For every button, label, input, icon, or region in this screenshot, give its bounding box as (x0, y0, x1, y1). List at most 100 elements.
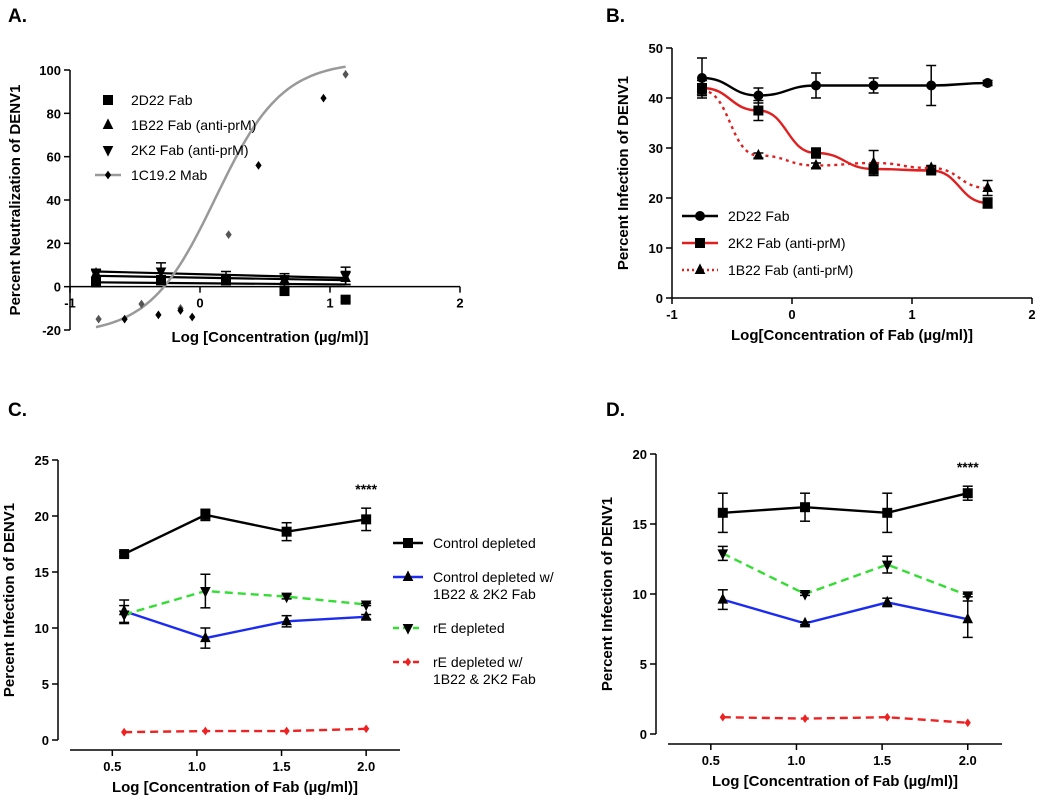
x-tick-label: 0 (788, 307, 795, 322)
data-point (881, 560, 893, 572)
data-point (360, 600, 372, 612)
data-point (800, 502, 811, 513)
data-point (121, 314, 128, 324)
series-line (701, 76, 988, 97)
legend-label: 1B22 Fab (anti-prM) (131, 117, 256, 133)
panel-label: C. (8, 400, 27, 421)
legend-marker (102, 146, 114, 157)
fab-fit-line (95, 281, 346, 286)
y-tick-label: 10 (649, 241, 663, 256)
series-line (701, 86, 988, 205)
data-point (799, 590, 811, 601)
data-point (811, 80, 821, 91)
y-tick-label: 20 (47, 236, 61, 251)
y-axis-title: Percent Infection of DENV1 (599, 497, 616, 691)
series-line (123, 513, 367, 556)
y-tick-label: -20 (42, 323, 61, 338)
data-point (926, 80, 937, 91)
legend-marker (402, 570, 414, 581)
legend-label: 1B22 & 2K2 Fab (433, 586, 536, 602)
data-point (283, 726, 290, 736)
x-tick-label: -1 (64, 296, 76, 311)
x-tick-label: 1.0 (787, 753, 805, 768)
y-tick-label: 0 (640, 727, 647, 742)
x-axis-title: Log [Concentration (µg/ml)] (172, 329, 369, 346)
data-point (717, 507, 728, 518)
data-point (696, 83, 708, 95)
y-tick-label: 20 (633, 447, 647, 462)
y-tick-label: 30 (649, 141, 663, 156)
data-point (200, 631, 211, 643)
data-point (281, 526, 292, 537)
data-point (964, 718, 971, 728)
legend-marker (103, 95, 113, 105)
mab-point (138, 299, 145, 309)
data-point (982, 78, 993, 88)
data-point (121, 727, 128, 737)
data-point (881, 595, 893, 607)
legend-label: 2K2 Fab (anti-prM) (728, 235, 845, 251)
data-point (962, 488, 973, 499)
series-line (123, 589, 367, 616)
legend-label: 2K2 Fab (anti-prM) (131, 142, 248, 158)
data-point (90, 269, 102, 281)
x-axis-title: Log [Concentration of Fab (µg/ml)] (112, 779, 358, 796)
data-point (281, 614, 292, 626)
data-point (220, 274, 232, 285)
legend-marker (403, 538, 413, 548)
data-point (119, 549, 130, 560)
legend-label: 1C19.2 Mab (131, 167, 207, 183)
data-point (320, 93, 327, 103)
data-point (281, 592, 292, 604)
legend-label: 2D22 Fab (131, 92, 193, 108)
data-point (717, 592, 729, 604)
data-point (155, 267, 167, 279)
legend-label: Control depleted (433, 535, 536, 551)
x-axis-title: Log[Concentration of Fab (µg/ml)] (731, 327, 973, 344)
series-line (722, 552, 969, 597)
y-tick-label: 50 (649, 41, 663, 56)
data-point (279, 286, 290, 296)
mab-point (95, 314, 102, 324)
series-line (701, 89, 988, 190)
data-point (200, 509, 211, 520)
data-point (177, 306, 184, 315)
series-line (124, 727, 367, 734)
data-point (925, 161, 937, 172)
data-point (982, 181, 993, 192)
series-line (722, 492, 969, 515)
y-tick-label: 0 (656, 291, 663, 306)
y-tick-label: 5 (42, 677, 49, 692)
legend-label: Control depleted w/ (433, 569, 554, 585)
y-tick-label: 5 (640, 657, 647, 672)
fab-fit-line (95, 270, 346, 280)
data-point (801, 714, 809, 723)
data-point (810, 158, 822, 170)
x-axis-title: Log [Concentration of Fab (µg/ml)] (712, 773, 958, 790)
x-tick-label: 2 (456, 296, 463, 311)
fab-fit-line (95, 274, 346, 282)
y-tick-label: 10 (35, 621, 49, 636)
y-tick-label: 0 (42, 733, 49, 748)
legend-marker (695, 211, 705, 221)
panel-label: A. (8, 6, 27, 27)
data-point (753, 90, 764, 101)
data-point (884, 712, 891, 722)
y-tick-label: 20 (649, 191, 663, 206)
y-tick-label: 60 (47, 150, 61, 165)
data-point (811, 148, 821, 158)
data-point (118, 610, 130, 622)
x-tick-label: 2.0 (959, 753, 977, 768)
data-point (255, 160, 262, 170)
x-tick-label: 1 (326, 296, 333, 311)
legend-label: rE depleted (433, 620, 505, 636)
data-point (363, 724, 370, 734)
panel-label: D. (606, 400, 625, 421)
data-point (962, 612, 974, 624)
x-tick-label: 2 (1028, 307, 1035, 322)
x-tick-label: 1 (908, 307, 915, 322)
data-point (155, 310, 162, 320)
legend-marker (404, 657, 412, 667)
legend-marker (104, 170, 112, 180)
